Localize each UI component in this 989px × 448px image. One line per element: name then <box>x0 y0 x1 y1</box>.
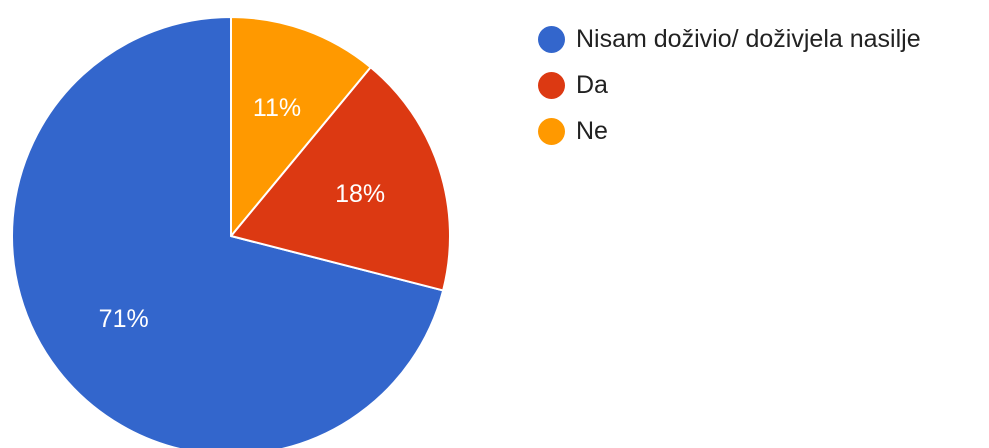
legend-swatch-da <box>538 71 565 99</box>
legend-swatch-ne <box>538 117 565 145</box>
legend-item-nisam[interactable]: Nisam doživio/ doživjela nasilje <box>538 16 921 62</box>
chart-legend: Nisam doživio/ doživjela nasilje Da Ne <box>538 16 921 154</box>
pie-slice-nisam[interactable] <box>11 16 445 448</box>
legend-item-ne[interactable]: Ne <box>538 108 921 154</box>
pie-slice-da[interactable] <box>230 66 451 292</box>
pie-slice-ne[interactable] <box>230 16 372 237</box>
legend-label-ne: Ne <box>576 116 608 145</box>
slice-label-ne: 11% <box>253 94 301 122</box>
legend-item-da[interactable]: Da <box>538 62 921 108</box>
slice-label-nisam: 71% <box>99 305 149 333</box>
legend-label-da: Da <box>576 70 608 99</box>
legend-label-nisam: Nisam doživio/ doživjela nasilje <box>576 24 921 53</box>
legend-swatch-nisam <box>538 25 565 53</box>
slice-label-da: 18% <box>335 180 385 208</box>
